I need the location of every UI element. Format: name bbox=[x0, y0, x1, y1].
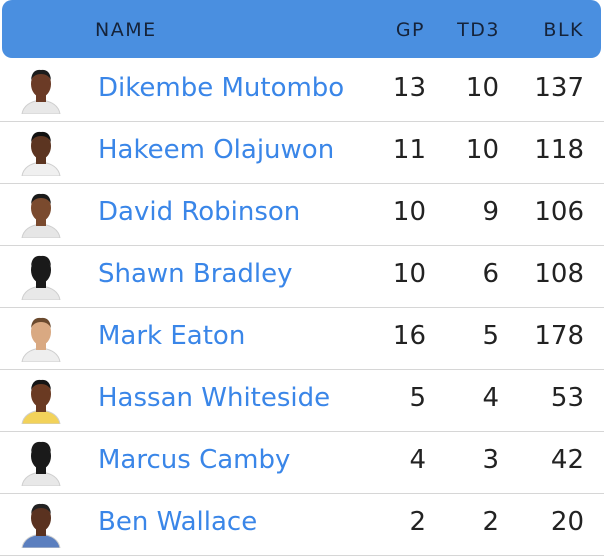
column-header-gp[interactable]: GP bbox=[395, 19, 425, 41]
td3-value: 10 bbox=[465, 73, 499, 103]
games-played-value: 11 bbox=[392, 135, 426, 165]
games-played-value: 4 bbox=[409, 445, 426, 475]
td3-value: 5 bbox=[482, 321, 499, 351]
blocks-value: 108 bbox=[534, 259, 584, 289]
table-row: Dikembe Mutombo 13 10 137 bbox=[0, 59, 604, 122]
td3-value: 10 bbox=[465, 135, 499, 165]
player-headshot-icon[interactable] bbox=[20, 314, 62, 363]
games-played-value: 13 bbox=[392, 73, 426, 103]
table-row: Marcus Camby 4 3 42 bbox=[0, 431, 604, 494]
table-row: David Robinson 10 9 106 bbox=[0, 183, 604, 246]
player-headshot-icon[interactable] bbox=[20, 66, 62, 115]
player-name-link[interactable]: Mark Eaton bbox=[98, 321, 246, 351]
player-name-link[interactable]: Marcus Camby bbox=[98, 445, 291, 475]
player-headshot-icon[interactable] bbox=[20, 128, 62, 177]
table-row: Hakeem Olajuwon 11 10 118 bbox=[0, 121, 604, 184]
player-name-link[interactable]: David Robinson bbox=[98, 197, 301, 227]
player-name-link[interactable]: Dikembe Mutombo bbox=[98, 73, 345, 103]
player-name-link[interactable]: Shawn Bradley bbox=[98, 259, 293, 289]
blocks-value: 53 bbox=[550, 383, 584, 413]
table-row: Ben Wallace 2 2 20 bbox=[0, 493, 604, 556]
player-headshot-icon[interactable] bbox=[20, 252, 62, 301]
table-header: NAME GP TD3 BLK bbox=[2, 0, 601, 58]
blocks-value: 42 bbox=[550, 445, 584, 475]
blocks-value: 20 bbox=[550, 507, 584, 537]
blocks-value: 137 bbox=[534, 73, 584, 103]
games-played-value: 5 bbox=[409, 383, 426, 413]
table-row: Mark Eaton 16 5 178 bbox=[0, 307, 604, 370]
games-played-value: 16 bbox=[392, 321, 426, 351]
table-row: Hassan Whiteside 5 4 53 bbox=[0, 369, 604, 432]
table-row: Shawn Bradley 10 6 108 bbox=[0, 245, 604, 308]
games-played-value: 10 bbox=[392, 197, 426, 227]
player-headshot-icon[interactable] bbox=[20, 438, 62, 487]
player-headshot-icon[interactable] bbox=[20, 190, 62, 239]
games-played-value: 2 bbox=[409, 507, 426, 537]
blocks-value: 178 bbox=[534, 321, 584, 351]
column-header-blk[interactable]: BLK bbox=[543, 19, 584, 41]
blocks-value: 118 bbox=[534, 135, 584, 165]
column-header-td3[interactable]: TD3 bbox=[457, 19, 500, 41]
td3-value: 6 bbox=[482, 259, 499, 289]
td3-value: 3 bbox=[482, 445, 499, 475]
player-name-link[interactable]: Hakeem Olajuwon bbox=[98, 135, 335, 165]
player-name-link[interactable]: Hassan Whiteside bbox=[98, 383, 331, 413]
td3-value: 2 bbox=[482, 507, 499, 537]
column-header-name[interactable]: NAME bbox=[95, 19, 157, 41]
player-headshot-icon[interactable] bbox=[20, 376, 62, 425]
player-name-link[interactable]: Ben Wallace bbox=[98, 507, 258, 537]
td3-value: 4 bbox=[482, 383, 499, 413]
games-played-value: 10 bbox=[392, 259, 426, 289]
td3-value: 9 bbox=[482, 197, 499, 227]
player-headshot-icon[interactable] bbox=[20, 500, 62, 549]
blocks-value: 106 bbox=[534, 197, 584, 227]
